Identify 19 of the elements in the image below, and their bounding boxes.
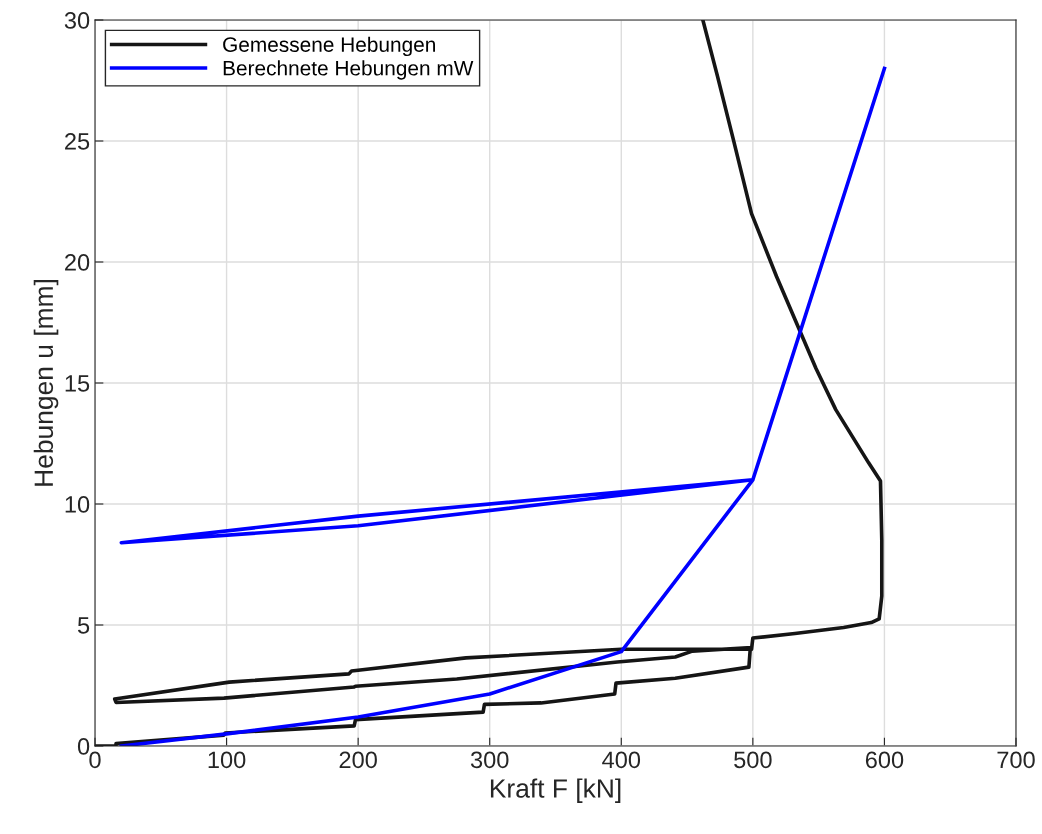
x-tick-label: 700 bbox=[997, 751, 1035, 769]
y-tick-label: 5 bbox=[77, 617, 90, 634]
y-tick-label: 10 bbox=[65, 496, 90, 513]
x-tick-label: 400 bbox=[602, 751, 641, 769]
legend-label: Gemessene Hebungen bbox=[223, 36, 435, 57]
x-tick-label: 0 bbox=[89, 751, 101, 769]
y-tick-label: 15 bbox=[65, 375, 90, 392]
y-tick-label: 0 bbox=[77, 738, 90, 755]
y-axis-title: Hebungen u [mm] bbox=[33, 279, 59, 486]
x-tick-label: 300 bbox=[470, 751, 509, 769]
y-tick-label: 20 bbox=[65, 254, 90, 271]
y-tick-label: 25 bbox=[65, 133, 90, 150]
x-tick-label: 600 bbox=[865, 751, 904, 769]
x-tick-label: 200 bbox=[339, 751, 377, 769]
x-tick-label: 100 bbox=[208, 751, 246, 769]
x-tick-label: 500 bbox=[734, 751, 772, 769]
x-axis-title: Kraft F [kN] bbox=[490, 778, 621, 804]
legend-label: Berechnete Hebungen mW bbox=[223, 60, 474, 80]
y-tick-label: 30 bbox=[64, 12, 90, 29]
